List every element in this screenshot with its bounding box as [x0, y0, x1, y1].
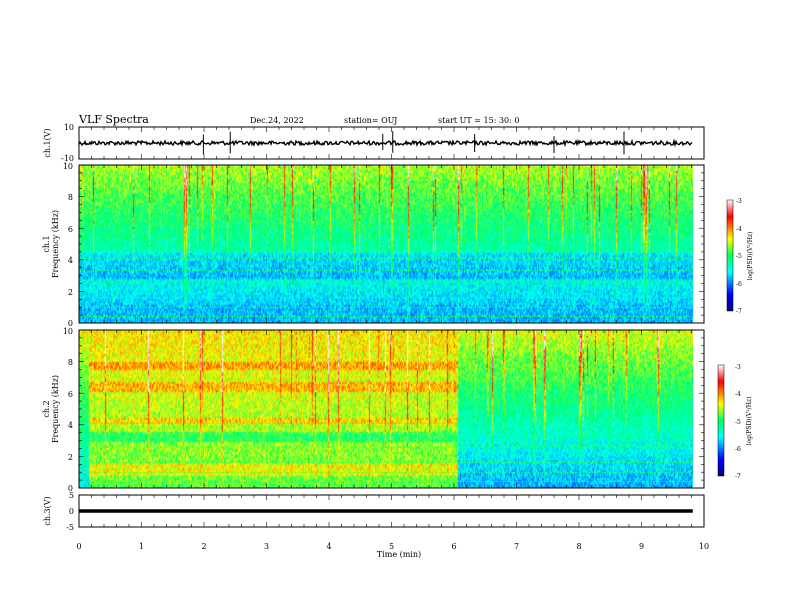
ch1-ytick-top: 10 [64, 123, 74, 132]
ch1-colorbar-tick-m7: -7 [736, 308, 742, 315]
ch2-freq-tick-6: 6 [68, 390, 73, 399]
ch2-spectrogram-panel: 0 2 4 6 8 10 ch.2 Frequency (kHz) -3 -4 … [42, 327, 753, 493]
x-tick-label: 9 [639, 542, 644, 551]
ch1-freq-tick-0: 0 [68, 319, 73, 328]
station-label: station= OUJ [344, 116, 397, 125]
ch1-voltage-panel: 10 -10 ch.1(V) [43, 123, 705, 163]
ch2-spectrogram-ylabel-channel: ch.2 [42, 400, 51, 417]
ch1-spectrogram-ylabel-channel: ch.1 [42, 235, 51, 252]
ch1-ytick-bottom: -10 [61, 154, 74, 163]
x-tick-label: 2 [201, 542, 206, 551]
ch1-colorbar-tick-m4: -4 [736, 226, 742, 233]
x-tick-label: 10 [699, 542, 709, 551]
x-tick-label: 6 [451, 542, 456, 551]
ch2-freq-tick-0: 0 [68, 484, 73, 493]
ch2-colorbar-tick-m7: -7 [735, 473, 741, 480]
ch1-colorbar [726, 199, 734, 312]
ch1-freq-tick-4: 4 [68, 256, 73, 265]
ch2-freq-tick-10: 10 [63, 327, 73, 336]
ch3-ytick-top: 5 [69, 491, 74, 500]
ch1-voltage-trace [78, 131, 693, 155]
date-label: Dec.24, 2022 [250, 116, 304, 125]
x-tick-label: 8 [576, 542, 581, 551]
ch3-ytick-bottom: -5 [66, 523, 74, 532]
x-tick-label: 4 [326, 542, 331, 551]
start-time-label: start UT = 15: 30: 0 [438, 116, 519, 125]
ch1-freq-tick-8: 8 [68, 193, 73, 202]
ch1-freq-tick-2: 2 [68, 288, 73, 297]
ch2-colorbar-tick-m4: -4 [735, 391, 741, 398]
ch1-voltage-ticks [78, 127, 705, 159]
ch2-colorbar-tick-m6: -6 [735, 446, 741, 453]
ch1-spectrogram-ylabel-frequency: Frequency (kHz) [51, 210, 60, 278]
ch1-spectrogram-panel: 0 2 4 6 8 10 ch.1 Frequency (kHz) -3 -4 … [42, 162, 754, 328]
x-tick-label: 1 [139, 542, 144, 551]
x-tick-label: 3 [264, 542, 269, 551]
ch2-colorbar-label: log(PSD)(V²/Hz) [746, 397, 753, 446]
ch2-colorbar-tick-m3: -3 [735, 364, 741, 371]
ch2-spectrogram-ylabel-frequency: Frequency (kHz) [51, 375, 60, 443]
voltage-line [78, 138, 693, 148]
ch1-colorbar-tick-m3: -3 [736, 198, 742, 205]
ch2-colorbar [717, 364, 725, 477]
spectrogram-image [79, 165, 693, 323]
ch1-freq-tick-10: 10 [63, 162, 73, 171]
ch1-colorbar-label: log(PSD)(V²/Hz) [747, 232, 754, 281]
ch3-voltage-ticks [78, 495, 705, 527]
ch3-ytick-middle: 0 [69, 507, 74, 516]
x-axis-label: Time (min) [377, 550, 421, 559]
ch2-spectrogram-heatmap [79, 330, 693, 488]
spectrogram-image [79, 330, 693, 488]
x-tick-label: 7 [514, 542, 519, 551]
ch2-spectrogram-ticks [78, 329, 705, 489]
ch1-spectrogram-ticks [78, 164, 705, 324]
ch3-voltage-panel: 5 0 -5 ch.3(V) [43, 491, 705, 532]
ch3-voltage-ylabel: ch.3(V) [43, 496, 52, 525]
x-tick-label: 0 [76, 542, 81, 551]
ch1-colorbar-tick-m5: -5 [736, 253, 742, 260]
ch1-voltage-ylabel: ch.1(V) [43, 128, 52, 157]
ch2-colorbar-tick-m5: -5 [735, 419, 741, 426]
ch1-freq-tick-6: 6 [68, 225, 73, 234]
ch1-spectrogram-heatmap [79, 165, 693, 323]
ch1-colorbar-tick-m6: -6 [736, 281, 742, 288]
x-tick-label: 5 [389, 542, 394, 551]
ch2-freq-tick-8: 8 [68, 358, 73, 367]
ch2-freq-tick-4: 4 [68, 421, 73, 430]
chart-title: VLF Spectra [78, 113, 149, 126]
x-axis-tick-labels: 0 1 2 3 4 5 6 7 8 9 10 [76, 542, 709, 551]
ch2-freq-tick-2: 2 [68, 453, 73, 462]
